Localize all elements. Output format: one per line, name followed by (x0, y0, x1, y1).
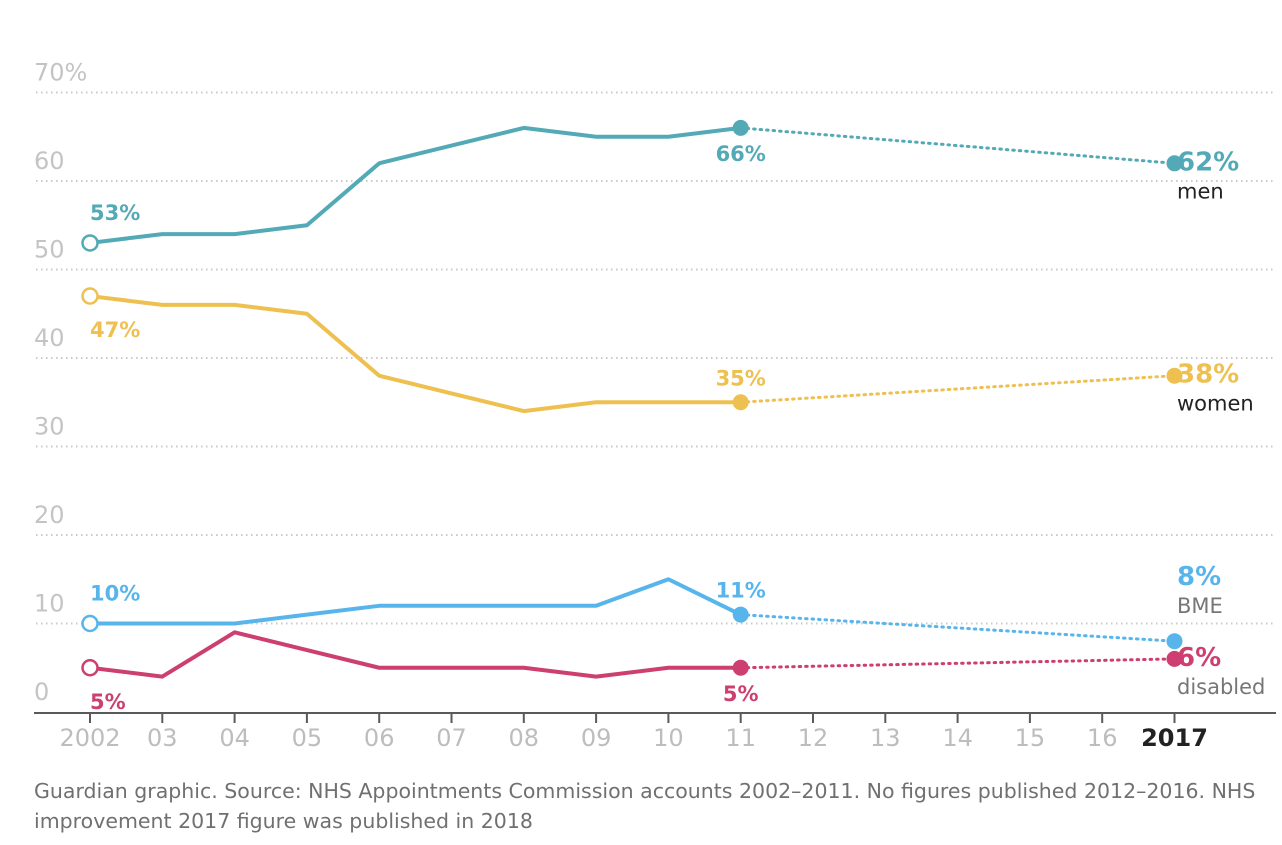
x-tick-label: 15 (1015, 724, 1046, 752)
last-point-disabled (732, 659, 749, 676)
start-point-men (81, 234, 99, 252)
series-line-men (88, 125, 743, 245)
x-tick-label: 10 (653, 724, 684, 752)
x-tick-label: 14 (942, 724, 973, 752)
series-projection-women (739, 374, 1176, 404)
start-point-women (81, 287, 99, 305)
series-name-BME: BME (1177, 594, 1223, 618)
x-tick-label: 06 (364, 724, 395, 752)
last-point-BME (732, 606, 749, 623)
x-tick-label: 05 (292, 724, 323, 752)
y-tick-label: 10 (34, 590, 65, 618)
x-tick-label: 2017 (1141, 724, 1208, 752)
start-point-BME (81, 614, 99, 633)
x-tick-label: 07 (436, 724, 467, 752)
x-tick-label: 12 (798, 724, 829, 752)
start-label-women: 47% (90, 318, 140, 342)
last-point-men (732, 119, 749, 136)
x-tick-label: 08 (509, 724, 540, 752)
last-label-women: 35% (716, 366, 766, 390)
series-name-men: men (1177, 179, 1224, 203)
y-tick-label: 0 (34, 678, 49, 706)
end-point-disabled (1166, 650, 1183, 667)
series-line-BME (88, 577, 743, 626)
series-name-disabled: disabled (1177, 675, 1265, 699)
end-value-label-disabled: 6% (1177, 643, 1221, 673)
start-point-disabled (81, 659, 99, 677)
series-name-women: women (1177, 392, 1254, 416)
end-value-label-men: 62% (1177, 147, 1239, 177)
series-line-women (88, 294, 743, 414)
x-tick-label: 13 (870, 724, 901, 752)
line-chart: 70% 60 50 40 30 20 10 0 2002 03 04 05 06 07 08 09 10 11 12… (34, 59, 1276, 752)
x-tick-label: 2002 (59, 724, 120, 752)
end-point-women (1166, 367, 1183, 384)
y-tick-label: 20 (34, 501, 65, 529)
y-tick-label: 40 (34, 324, 65, 352)
x-tick-label: 09 (581, 724, 612, 752)
end-value-label-BME: 8% (1177, 562, 1221, 592)
x-tick-label: 16 (1087, 724, 1118, 752)
y-tick-label: 50 (34, 236, 65, 264)
start-label-men: 53% (90, 201, 140, 225)
last-label-disabled: 5% (723, 682, 759, 706)
last-label-BME: 11% (716, 579, 766, 603)
x-tick-label: 11 (725, 724, 756, 752)
y-tick-label: 70% (34, 59, 87, 87)
x-tick-label: 03 (147, 724, 178, 752)
x-tick-label: 04 (219, 724, 250, 752)
start-label-BME: 10% (90, 582, 140, 606)
series-projection-men (739, 126, 1176, 165)
end-value-label-women: 38% (1177, 360, 1239, 390)
end-point-men (1166, 155, 1183, 172)
y-tick-label: 30 (34, 413, 65, 441)
y-tick-label: 60 (34, 147, 65, 175)
last-label-men: 66% (716, 142, 766, 166)
series-projection-disabled (739, 657, 1176, 670)
end-point-BME (1166, 633, 1183, 650)
start-label-disabled: 5% (90, 690, 126, 714)
series-line-disabled (88, 630, 743, 679)
last-point-women (732, 394, 749, 411)
series-projection-BME (739, 613, 1176, 643)
source-note: Guardian graphic. Source: NHS Appointmen… (34, 779, 1256, 833)
